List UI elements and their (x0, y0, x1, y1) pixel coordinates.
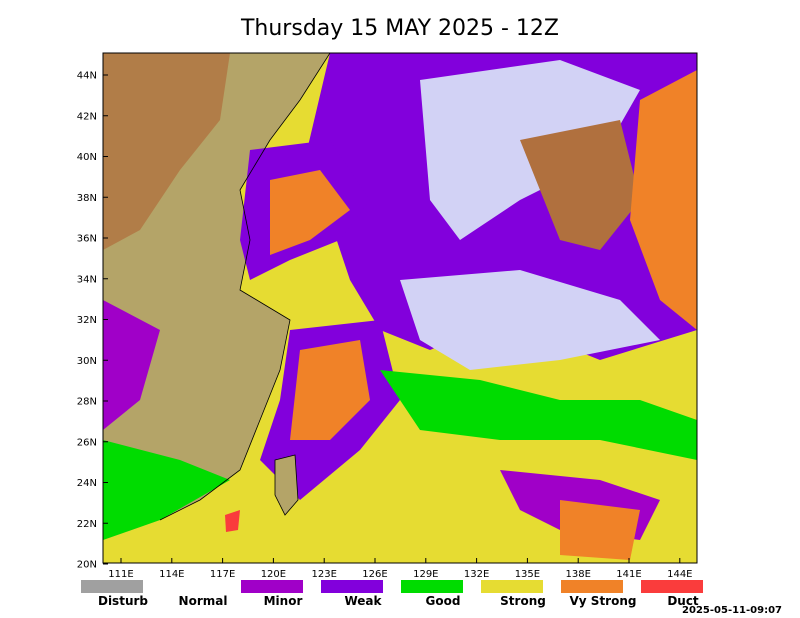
lat-label: 30N (77, 356, 97, 367)
normal-zone (400, 270, 660, 370)
lon-label: 114E (159, 569, 184, 580)
map-frame (102, 52, 698, 564)
legend-label: Normal (179, 594, 228, 608)
lat-label: 38N (77, 193, 97, 204)
lat-label: 22N (77, 519, 97, 530)
legend-label: Minor (264, 594, 303, 608)
legend-swatch (241, 580, 303, 593)
lon-label: 144E (667, 569, 692, 580)
taiwan (274, 454, 299, 516)
highland (103, 53, 230, 250)
legend-swatch (401, 580, 463, 593)
lon-label: 126E (362, 569, 387, 580)
map-field (103, 53, 697, 563)
legend-swatch (641, 580, 703, 593)
vy-strong-zone (560, 500, 640, 560)
legend-label: Vy Strong (570, 594, 637, 608)
lon-label: 123E (311, 569, 336, 580)
legend-label: Strong (500, 594, 546, 608)
lon-label: 129E (413, 569, 438, 580)
legend-label: Disturb (98, 594, 148, 608)
legend-swatch (481, 580, 543, 593)
lat-label: 40N (77, 152, 97, 163)
vy-strong-zone (290, 340, 370, 440)
vy-strong-zone (630, 70, 697, 330)
legend-label: Good (426, 594, 461, 608)
lat-label: 42N (77, 111, 97, 122)
timestamp: 2025-05-11-09:07 (682, 605, 782, 616)
vy-strong-zone (270, 170, 350, 255)
lat-label: 28N (77, 397, 97, 408)
lon-label: 117E (210, 569, 235, 580)
lat-label: 24N (77, 478, 97, 489)
lat-label: 20N (77, 560, 97, 571)
good-zone (103, 440, 230, 540)
lon-label: 132E (464, 569, 489, 580)
coastline (159, 53, 331, 521)
legend-swatch (81, 580, 143, 593)
lon-label: 111E (108, 569, 133, 580)
lat-label: 36N (77, 234, 97, 245)
map-title: Thursday 15 MAY 2025 - 12Z (240, 16, 559, 41)
lat-label: 44N (77, 71, 97, 82)
lon-label: 135E (515, 569, 540, 580)
lon-label: 141E (616, 569, 641, 580)
legend-label: Weak (344, 594, 382, 608)
legend-swatch (161, 580, 223, 593)
lat-label: 26N (77, 437, 97, 448)
lon-label: 120E (261, 569, 286, 580)
legend-swatch (561, 580, 623, 593)
legend-label: Duct (667, 594, 699, 608)
minor-zone (103, 300, 160, 430)
legend-swatch (321, 580, 383, 593)
lat-label: 32N (77, 315, 97, 326)
japan-land (520, 120, 640, 250)
lon-label: 138E (565, 569, 590, 580)
duct-zone (225, 510, 240, 532)
good-zone (380, 370, 697, 460)
lat-label: 34N (77, 274, 97, 285)
